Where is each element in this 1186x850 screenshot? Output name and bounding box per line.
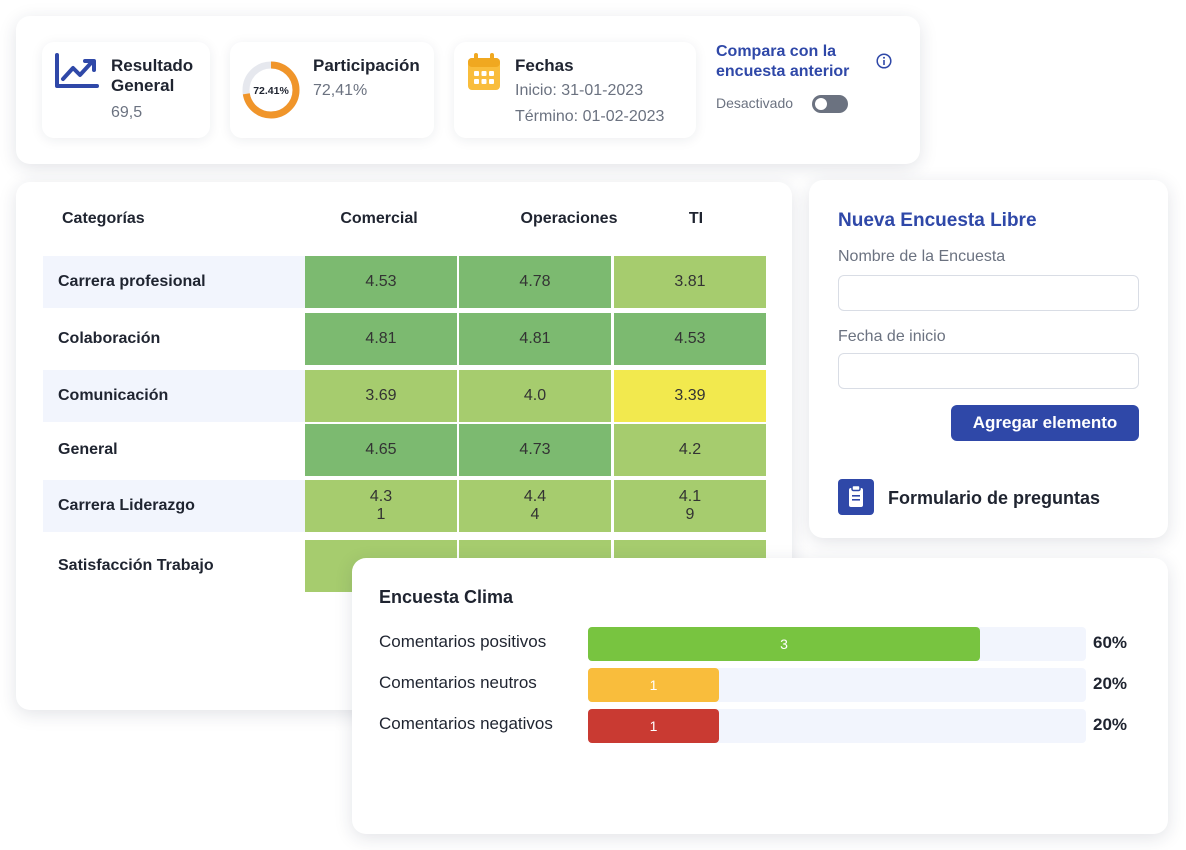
- heatmap-cell: 4.81: [305, 313, 457, 365]
- result-title: Resultado General: [111, 56, 194, 95]
- compare-toggle[interactable]: [812, 95, 848, 113]
- result-summary: Resultado General 69,5: [42, 42, 210, 138]
- compare-title: Compara con la encuesta anterior: [716, 43, 850, 80]
- clima-title: Encuesta Clima: [379, 587, 514, 607]
- dates-end: Término: 01-02-2023: [515, 108, 665, 125]
- clima-card: Encuesta Clima Comentarios positivos 3 60%…: [352, 558, 1168, 834]
- col-header-comercial: Comercial: [340, 210, 418, 227]
- col-header-ti: TI: [688, 210, 704, 227]
- summary-card: Resultado General 69,5 72.41% Participac…: [16, 16, 920, 164]
- trend-chart-icon: [54, 52, 100, 95]
- dates-start: Inicio: 31-01-2023: [515, 82, 644, 99]
- clima-row-percent: 20%: [1093, 674, 1128, 693]
- start-date-label: Fecha de inicio: [838, 328, 946, 345]
- participation-ring: 72.41%: [242, 61, 300, 119]
- participation-title: Participación: [313, 56, 420, 75]
- heatmap-cell: 4.53: [305, 256, 457, 308]
- heatmap-cell: 3.81: [614, 256, 766, 308]
- heatmap-cell: 4.0: [459, 370, 611, 422]
- clima-row-label: Comentarios positivos: [379, 632, 547, 651]
- toggle-knob: [815, 98, 827, 110]
- new-survey-card: Nueva Encuesta Libre Nombre de la Encues…: [809, 180, 1168, 538]
- heatmap-cell: 4.78: [459, 256, 611, 308]
- heatmap-cell: 3.39: [614, 370, 766, 422]
- row-label: Comunicación: [43, 370, 305, 422]
- dates-summary: Fechas Inicio: 31-01-2023 Término: 01-02…: [454, 42, 696, 138]
- survey-name-label: Nombre de la Encuesta: [838, 248, 1006, 265]
- add-element-button[interactable]: Agregar elemento: [951, 405, 1139, 441]
- clima-bar-fill: 1: [588, 709, 719, 743]
- clima-bar-fill: 3: [588, 627, 980, 661]
- category-header: Categorías: [62, 210, 145, 227]
- new-survey-title: Nueva Encuesta Libre: [838, 210, 1037, 231]
- dates-title: Fechas: [515, 56, 574, 75]
- clima-row-label: Comentarios negativos: [379, 714, 553, 733]
- row-label: Satisfacción Trabajo: [58, 557, 214, 574]
- start-date-input[interactable]: [838, 353, 1139, 389]
- participation-value: 72,41%: [313, 82, 368, 99]
- survey-name-input[interactable]: [838, 275, 1139, 311]
- participation-ring-label: 72.41%: [253, 85, 289, 97]
- clima-bar-track: 3: [588, 627, 1086, 661]
- clima-bar-track: 1: [588, 709, 1086, 743]
- row-label: Colaboración: [58, 330, 161, 347]
- heatmap-cell: 4.3 1: [305, 480, 457, 532]
- heatmap-cell: 3.69: [305, 370, 457, 422]
- heatmap-cell: 4.81: [459, 313, 611, 365]
- clima-bar-fill: 1: [588, 668, 719, 702]
- clima-row-percent: 60%: [1093, 633, 1128, 652]
- heatmap-cell: 4.73: [459, 424, 611, 476]
- calendar-icon: [466, 52, 502, 97]
- heatmap-card: Categorías Comercial Operaciones TI Carr…: [16, 182, 792, 710]
- heatmap-cell: 4.1 9: [614, 480, 766, 532]
- row-label: Carrera profesional: [43, 256, 305, 308]
- participation-summary: 72.41% Participación 72,41%: [230, 42, 434, 138]
- heatmap-cell: 4.4 4: [459, 480, 611, 532]
- row-label: Carrera Liderazgo: [43, 480, 305, 532]
- clima-row-percent: 20%: [1093, 715, 1128, 734]
- heatmap-cell: 4.53: [614, 313, 766, 365]
- heatmap-cell: 4.2: [614, 424, 766, 476]
- clima-row-label: Comentarios neutros: [379, 673, 537, 692]
- row-label: General: [58, 441, 118, 458]
- clipboard-icon[interactable]: [838, 479, 874, 515]
- question-form-link[interactable]: Formulario de preguntas: [888, 488, 1101, 508]
- compare-state-label: Desactivado: [716, 95, 794, 111]
- clima-bar-track: 1: [588, 668, 1086, 702]
- col-header-operaciones: Operaciones: [520, 210, 618, 227]
- heatmap-cell: 4.65: [305, 424, 457, 476]
- info-icon[interactable]: [876, 53, 892, 74]
- result-value: 69,5: [111, 104, 143, 121]
